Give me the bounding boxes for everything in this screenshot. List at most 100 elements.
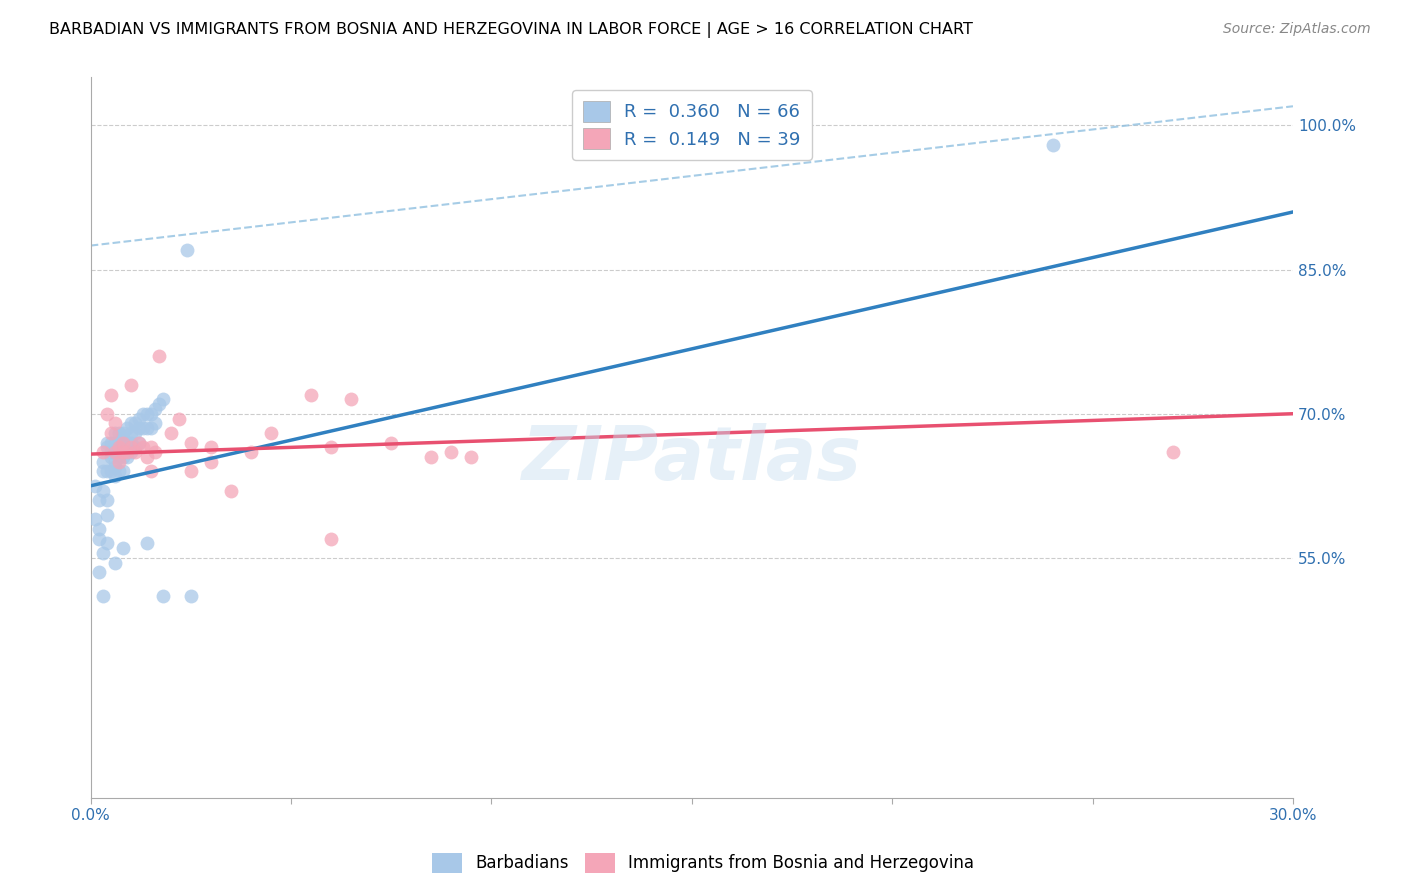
Point xyxy=(143,417,166,431)
Point xyxy=(124,417,146,431)
Point xyxy=(460,450,482,464)
Point xyxy=(135,407,157,421)
Point xyxy=(107,425,129,440)
Point xyxy=(104,469,127,483)
Text: BARBADIAN VS IMMIGRANTS FROM BOSNIA AND HERZEGOVINA IN LABOR FORCE | AGE > 16 CO: BARBADIAN VS IMMIGRANTS FROM BOSNIA AND … xyxy=(49,22,973,38)
Point xyxy=(120,441,142,455)
Point xyxy=(1161,445,1184,459)
Point xyxy=(104,445,127,459)
Point xyxy=(132,441,155,455)
Point xyxy=(100,450,122,464)
Point xyxy=(115,435,138,450)
Point xyxy=(100,464,122,478)
Point xyxy=(96,536,118,550)
Point xyxy=(124,441,146,455)
Point xyxy=(111,435,134,450)
Point xyxy=(200,441,222,455)
Point xyxy=(96,441,118,455)
Point xyxy=(120,445,142,459)
Point xyxy=(180,589,202,603)
Point xyxy=(100,425,122,440)
Point xyxy=(319,532,342,546)
Point xyxy=(143,401,166,416)
Point xyxy=(340,392,363,407)
Point xyxy=(299,387,322,401)
Point xyxy=(139,407,162,421)
Point xyxy=(104,435,127,450)
Point xyxy=(107,455,129,469)
Point xyxy=(260,425,283,440)
Point xyxy=(111,541,134,556)
Point xyxy=(111,450,134,464)
Point xyxy=(91,546,114,560)
Point xyxy=(96,407,118,421)
Text: Source: ZipAtlas.com: Source: ZipAtlas.com xyxy=(1223,22,1371,37)
Point xyxy=(100,435,122,450)
Point xyxy=(87,522,110,536)
Point xyxy=(104,445,127,459)
Point xyxy=(148,349,170,363)
Point xyxy=(124,425,146,440)
Point xyxy=(107,435,129,450)
Point xyxy=(111,425,134,440)
Legend: Barbadians, Immigrants from Bosnia and Herzegovina: Barbadians, Immigrants from Bosnia and H… xyxy=(425,847,981,880)
Point xyxy=(143,445,166,459)
Point xyxy=(139,464,162,478)
Point xyxy=(120,425,142,440)
Point xyxy=(91,464,114,478)
Point xyxy=(91,589,114,603)
Point xyxy=(111,445,134,459)
Point xyxy=(152,392,174,407)
Point xyxy=(180,464,202,478)
Point xyxy=(104,455,127,469)
Point xyxy=(96,464,118,478)
Point xyxy=(135,450,157,464)
Point xyxy=(91,455,114,469)
Point xyxy=(139,421,162,435)
Point xyxy=(132,421,155,435)
Point xyxy=(128,421,150,435)
Point xyxy=(124,445,146,459)
Point xyxy=(91,445,114,459)
Point xyxy=(107,441,129,455)
Point xyxy=(83,479,105,493)
Point xyxy=(159,425,181,440)
Point xyxy=(115,421,138,435)
Point xyxy=(135,421,157,435)
Point xyxy=(1042,137,1064,152)
Point xyxy=(107,450,129,464)
Point xyxy=(107,464,129,478)
Point xyxy=(200,455,222,469)
Point xyxy=(128,435,150,450)
Point xyxy=(120,435,142,450)
Point xyxy=(87,532,110,546)
Point xyxy=(120,417,142,431)
Point xyxy=(420,450,443,464)
Point xyxy=(83,512,105,526)
Point xyxy=(111,464,134,478)
Point xyxy=(104,417,127,431)
Point xyxy=(91,483,114,498)
Point xyxy=(87,566,110,580)
Point xyxy=(219,483,242,498)
Point xyxy=(100,387,122,401)
Point xyxy=(100,445,122,459)
Point xyxy=(111,431,134,445)
Point xyxy=(128,411,150,425)
Point xyxy=(87,493,110,508)
Point xyxy=(180,435,202,450)
Point xyxy=(115,450,138,464)
Point xyxy=(120,378,142,392)
Point xyxy=(104,459,127,474)
Point xyxy=(139,441,162,455)
Point xyxy=(176,244,198,258)
Point xyxy=(96,508,118,522)
Point xyxy=(96,493,118,508)
Point xyxy=(104,556,127,570)
Point xyxy=(135,536,157,550)
Point xyxy=(380,435,402,450)
Point xyxy=(148,397,170,411)
Point xyxy=(96,435,118,450)
Point xyxy=(128,435,150,450)
Point xyxy=(111,441,134,455)
